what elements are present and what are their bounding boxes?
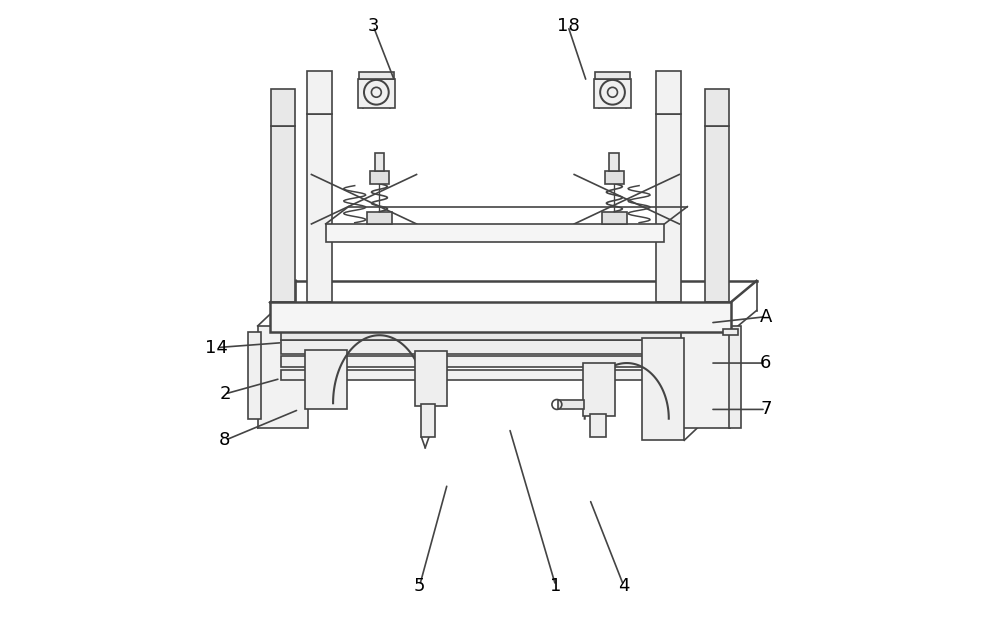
Text: 2: 2	[219, 385, 231, 403]
Bar	[281, 356, 681, 368]
Bar	[679, 326, 730, 428]
Bar	[583, 363, 615, 415]
Bar	[370, 171, 389, 184]
Bar	[270, 302, 731, 332]
Text: 14: 14	[205, 338, 228, 356]
Bar	[723, 329, 738, 335]
Bar	[609, 153, 619, 171]
Text: 6: 6	[760, 354, 772, 372]
Bar	[305, 350, 347, 409]
Bar	[590, 414, 606, 437]
Bar	[271, 89, 295, 126]
Bar	[656, 71, 681, 114]
Bar	[281, 340, 681, 354]
Bar	[605, 171, 624, 184]
Bar	[248, 332, 261, 419]
Bar	[415, 351, 447, 406]
Text: 18: 18	[557, 17, 579, 35]
Bar	[705, 126, 729, 302]
Bar	[281, 370, 681, 379]
Text: A: A	[760, 307, 772, 325]
Bar	[307, 71, 332, 114]
Bar	[281, 332, 681, 340]
Bar	[642, 338, 684, 440]
Bar	[595, 73, 630, 79]
Bar	[326, 224, 664, 242]
Bar	[594, 79, 631, 108]
Text: 1: 1	[550, 577, 561, 595]
Text: 4: 4	[618, 577, 629, 595]
Bar	[359, 73, 394, 79]
Text: 8: 8	[219, 432, 231, 450]
Bar	[705, 89, 729, 126]
Text: 7: 7	[760, 401, 772, 419]
Bar	[367, 212, 392, 224]
Bar	[271, 126, 295, 302]
Bar	[375, 153, 384, 171]
Text: 3: 3	[368, 17, 379, 35]
Bar	[258, 326, 308, 428]
Bar	[307, 114, 332, 302]
Bar	[421, 404, 435, 437]
Bar	[558, 399, 584, 409]
Bar	[656, 114, 681, 302]
Bar	[358, 79, 395, 108]
Text: 5: 5	[414, 577, 425, 595]
Bar	[729, 326, 741, 428]
Bar	[602, 212, 627, 224]
